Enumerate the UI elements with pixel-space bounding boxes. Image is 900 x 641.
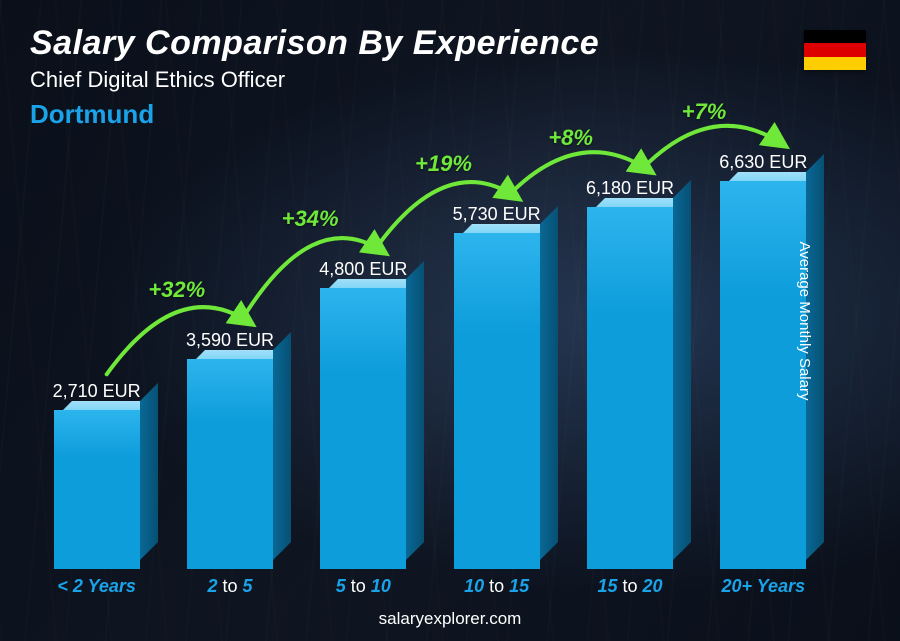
increment-label: +32% — [148, 277, 205, 303]
bar-side-face — [540, 206, 558, 560]
bar-value-label: 6,180 EUR — [586, 178, 674, 199]
bar-group: 2,710 EUR 3,590 EUR 4,800 EUR 5,730 EUR 6,18… — [30, 129, 830, 569]
bar-value-label: 5,730 EUR — [453, 204, 541, 225]
x-axis-label: 15 to 20 — [563, 576, 696, 597]
flag-stripe-gold — [804, 57, 866, 70]
bar-value-label: 4,800 EUR — [319, 259, 407, 280]
bar-side-face — [273, 332, 291, 560]
bar-slot: 6,180 EUR — [563, 129, 696, 569]
bar-front — [320, 288, 406, 569]
header: Salary Comparison By Experience Chief Di… — [30, 24, 870, 130]
x-axis-label: 10 to 15 — [430, 576, 563, 597]
increment-label: +19% — [415, 151, 472, 177]
y-axis-label: Average Monthly Salary — [796, 241, 813, 400]
bar-slot: 3,590 EUR — [163, 129, 296, 569]
increment-label: +7% — [682, 99, 727, 125]
bar-front — [587, 207, 673, 569]
x-axis-label: 5 to 10 — [297, 576, 430, 597]
bar-front — [720, 181, 806, 569]
bar-side-face — [406, 261, 424, 560]
bar-value-label: 6,630 EUR — [719, 152, 807, 173]
x-axis-label: < 2 Years — [30, 576, 163, 597]
bar-front — [454, 233, 540, 569]
bar — [54, 410, 140, 569]
bar-value-label: 2,710 EUR — [53, 381, 141, 402]
x-axis: < 2 Years2 to 55 to 1010 to 1515 to 2020… — [30, 576, 830, 597]
bar-front — [54, 410, 140, 569]
chart-subtitle: Chief Digital Ethics Officer — [30, 67, 870, 93]
bar-slot: 5,730 EUR — [430, 129, 563, 569]
flag-stripe-red — [804, 43, 866, 56]
increment-label: +34% — [282, 206, 339, 232]
bar-front — [187, 359, 273, 569]
chart-location: Dortmund — [30, 99, 870, 130]
bar — [454, 233, 540, 569]
chart-area: 2,710 EUR 3,590 EUR 4,800 EUR 5,730 EUR 6,18… — [30, 129, 830, 569]
chart-title: Salary Comparison By Experience — [30, 24, 870, 63]
footer-attribution: salaryexplorer.com — [0, 609, 900, 629]
flag-stripe-black — [804, 30, 866, 43]
bar-side-face — [673, 180, 691, 560]
bar — [187, 359, 273, 569]
bar-slot: 2,710 EUR — [30, 129, 163, 569]
x-axis-label: 20+ Years — [697, 576, 830, 597]
bar-value-label: 3,590 EUR — [186, 330, 274, 351]
germany-flag-icon — [804, 30, 866, 70]
infographic-container: Salary Comparison By Experience Chief Di… — [0, 0, 900, 641]
increment-label: +8% — [548, 125, 593, 151]
bar — [720, 181, 806, 569]
bar — [587, 207, 673, 569]
bar — [320, 288, 406, 569]
bar-slot: 4,800 EUR — [297, 129, 430, 569]
x-axis-label: 2 to 5 — [163, 576, 296, 597]
bar-side-face — [140, 383, 158, 560]
